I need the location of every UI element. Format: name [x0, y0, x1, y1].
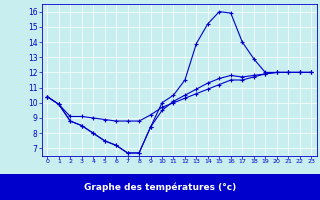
- Text: Graphe des températures (°c): Graphe des températures (°c): [84, 182, 236, 192]
